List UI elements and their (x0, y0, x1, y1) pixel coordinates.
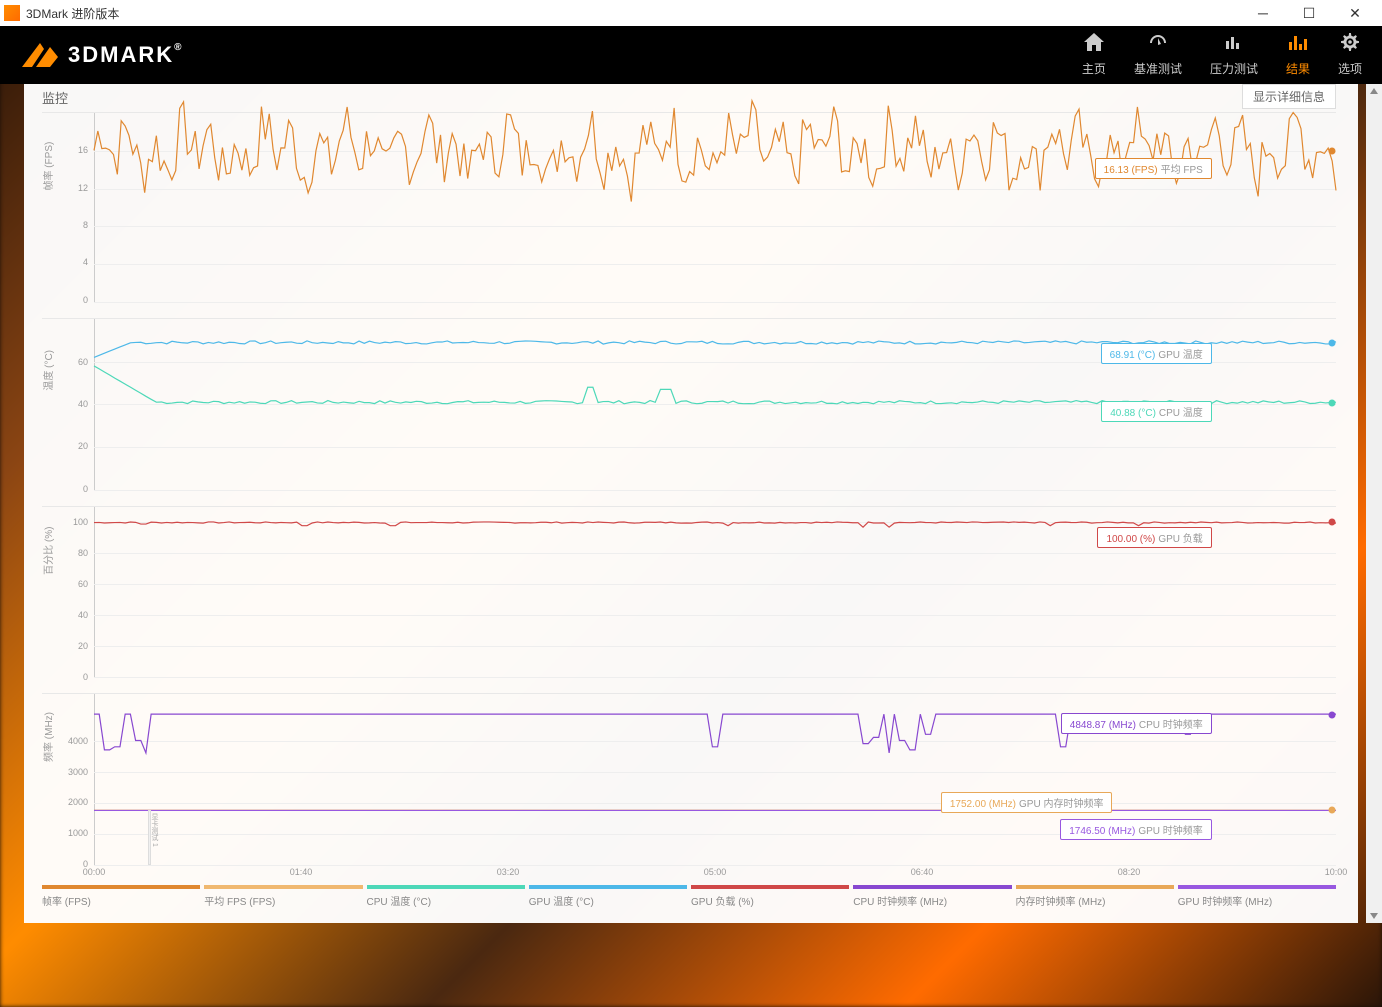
y-ticks: 0481216 (64, 113, 90, 316)
gauge-icon (1148, 33, 1168, 56)
chart-clock: 频率 (MHz)010002000300040004848.87 (MHz)CP… (42, 693, 1336, 879)
logo-text: 3DMARK® (68, 42, 184, 68)
chart-load: 百分比 (%) 020406080100 100.00 (%)GPU 负载 (42, 506, 1336, 692)
nav-gear[interactable]: 选项 (1338, 33, 1362, 77)
bars-icon (1224, 33, 1244, 56)
close-button[interactable]: ✕ (1332, 0, 1378, 26)
titlebar: 3DMark 进阶版本 ─ ☐ ✕ (0, 0, 1382, 26)
plot-area: 68.91 (°C)GPU 温度 40.88 (°C)CPU 温度 (94, 319, 1336, 490)
show-details-button[interactable]: 显示详细信息 (1242, 84, 1336, 109)
value-badge: 40.88 (°C)CPU 温度 (1101, 401, 1212, 422)
window-title: 3DMark 进阶版本 (26, 5, 1240, 22)
vertical-scrollbar[interactable] (1366, 84, 1382, 923)
y-axis-label: 频率 (MHz) (40, 712, 55, 762)
legend-item[interactable]: GPU 时钟频率 (MHz) (1178, 885, 1336, 909)
series-endpoint (1329, 807, 1336, 814)
value-badge: 1752.00 (MHz)GPU 内存时钟频率 (941, 792, 1113, 813)
value-badge: 68.91 (°C)GPU 温度 (1101, 343, 1212, 364)
legend: 帧率 (FPS)平均 FPS (FPS)CPU 温度 (°C)GPU 温度 (°… (42, 885, 1336, 909)
value-badge: 16.13 (FPS)平均 FPS (1095, 158, 1212, 179)
logo: 3DMARK® (20, 39, 184, 71)
legend-item[interactable]: CPU 温度 (°C) (367, 885, 525, 909)
series-endpoint (1329, 147, 1336, 154)
plot-area: 16.13 (FPS)平均 FPS (94, 113, 1336, 302)
value-badge: 4848.87 (MHz)CPU 时钟频率 (1061, 713, 1212, 734)
value-badge: 1746.50 (MHz)GPU 时钟频率 (1060, 819, 1212, 840)
panel-title: 监控 (42, 88, 68, 107)
series-endpoint (1329, 519, 1336, 526)
chart-icon (1288, 33, 1308, 56)
nav-chart[interactable]: 结果 (1286, 33, 1310, 77)
y-ticks: 0204060 (64, 319, 90, 504)
legend-item[interactable]: 帧率 (FPS) (42, 885, 200, 909)
legend-item[interactable]: CPU 时钟频率 (MHz) (853, 885, 1011, 909)
plot-area: 100.00 (%)GPU 负载 (94, 507, 1336, 678)
y-axis-label: 百分比 (%) (40, 527, 55, 575)
value-badge: 100.00 (%)GPU 负载 (1097, 527, 1211, 548)
charts-container: 帧率 (FPS) 0481216 16.13 (FPS)平均 FPS 温度 (°C) 0… (42, 112, 1336, 881)
nav-gauge[interactable]: 基准测试 (1134, 33, 1182, 77)
series-endpoint (1329, 711, 1336, 718)
logo-icon (20, 39, 60, 71)
legend-item[interactable]: GPU 温度 (°C) (529, 885, 687, 909)
series-endpoint (1329, 339, 1336, 346)
legend-item[interactable]: 平均 FPS (FPS) (204, 885, 362, 909)
y-ticks: 01000200030004000 (64, 694, 90, 879)
home-icon (1084, 33, 1104, 56)
y-axis-label: 帧率 (FPS) (40, 141, 55, 190)
chart-temp: 温度 (°C) 0204060 68.91 (°C)GPU 温度 40.88 (°C)… (42, 318, 1336, 504)
nav-bars[interactable]: 压力测试 (1210, 33, 1258, 77)
gpu-test-marker: 显卡测试 1 (148, 810, 151, 865)
y-ticks: 020406080100 (64, 507, 90, 692)
maximize-button[interactable]: ☐ (1286, 0, 1332, 26)
main-nav: 主页基准测试压力测试结果选项 (1082, 33, 1362, 77)
nav-home[interactable]: 主页 (1082, 33, 1106, 77)
chart-fps: 帧率 (FPS) 0481216 16.13 (FPS)平均 FPS (42, 112, 1336, 316)
app-icon (4, 5, 20, 21)
x-ticks: 00:0001:4003:2005:0006:4008:2010:00 (94, 865, 1336, 879)
legend-item[interactable]: 内存时钟频率 (MHz) (1016, 885, 1174, 909)
legend-item[interactable]: GPU 负载 (%) (691, 885, 849, 909)
minimize-button[interactable]: ─ (1240, 0, 1286, 26)
series-endpoint (1329, 399, 1336, 406)
monitoring-panel: 监控 显示详细信息 帧率 (FPS) 0481216 16.13 (FPS)平均 F… (24, 84, 1358, 923)
app-header: 3DMARK® 主页基准测试压力测试结果选项 (0, 26, 1382, 84)
plot-area: 4848.87 (MHz)CPU 时钟频率 1752.00 (MHz)GPU 内存… (94, 694, 1336, 865)
gear-icon (1340, 33, 1360, 56)
y-axis-label: 温度 (°C) (40, 350, 55, 391)
